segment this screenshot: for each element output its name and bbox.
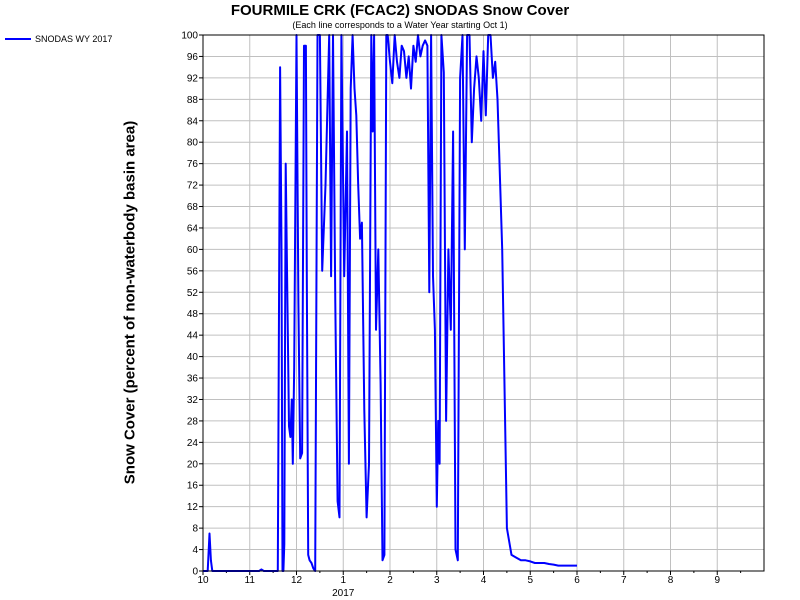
x-year-label: 2017 [332, 588, 355, 599]
x-tick-label: 11 [245, 575, 256, 586]
y-tick-label: 20 [187, 459, 199, 470]
y-tick-label: 80 [187, 138, 199, 149]
x-tick-label: 7 [621, 575, 627, 586]
y-tick-label: 40 [187, 352, 199, 363]
plot-frame [202, 34, 765, 572]
legend: SNODAS WY 2017 [5, 34, 112, 44]
x-tick-label: 10 [197, 575, 209, 586]
y-tick-label: 28 [187, 416, 199, 427]
x-tick-label: 12 [291, 575, 303, 586]
y-tick-label: 68 [187, 202, 199, 213]
x-tick-label: 6 [574, 575, 580, 586]
chart-subtitle: (Each line corresponds to a Water Year s… [292, 20, 508, 30]
y-tick-label: 76 [187, 159, 199, 170]
y-tick-label: 100 [181, 31, 198, 42]
y-tick-label: 96 [187, 52, 199, 63]
y-tick-label: 60 [187, 245, 199, 256]
y-tick-label: 92 [187, 73, 199, 84]
y-tick-label: 72 [187, 181, 199, 192]
y-tick-label: 44 [187, 331, 199, 342]
y-tick-label: 16 [187, 481, 199, 492]
x-tick-label: 2 [387, 575, 393, 586]
x-tick-label: 9 [714, 575, 720, 586]
y-tick-label: 24 [187, 438, 199, 449]
y-tick-label: 0 [192, 567, 198, 578]
chart-title: FOURMILE CRK (FCAC2) SNODAS Snow Cover [230, 2, 570, 19]
y-tick-label: 56 [187, 266, 199, 277]
legend-swatch [5, 38, 31, 40]
y-tick-label: 88 [187, 95, 199, 106]
y-tick-label: 52 [187, 288, 199, 299]
y-tick-label: 32 [187, 395, 199, 406]
x-tick-label: 5 [527, 575, 533, 586]
y-tick-label: 84 [187, 116, 199, 127]
tick-labels: 0481216202428323640444852566064687276808… [181, 31, 742, 599]
series-group [203, 34, 577, 572]
x-tick-label: 1 [340, 575, 346, 586]
y-tick-label: 8 [192, 524, 198, 535]
series-line-0 [203, 34, 577, 572]
legend-label: SNODAS WY 2017 [35, 34, 113, 44]
x-tick-label: 4 [481, 575, 487, 586]
x-tick-label: 3 [434, 575, 440, 586]
y-tick-label: 48 [187, 309, 199, 320]
y-tick-label: 36 [187, 374, 199, 385]
y-tick-label: 64 [187, 223, 199, 234]
y-tick-label: 12 [187, 502, 199, 513]
x-tick-label: 8 [668, 575, 674, 586]
y-tick-label: 4 [192, 545, 198, 556]
